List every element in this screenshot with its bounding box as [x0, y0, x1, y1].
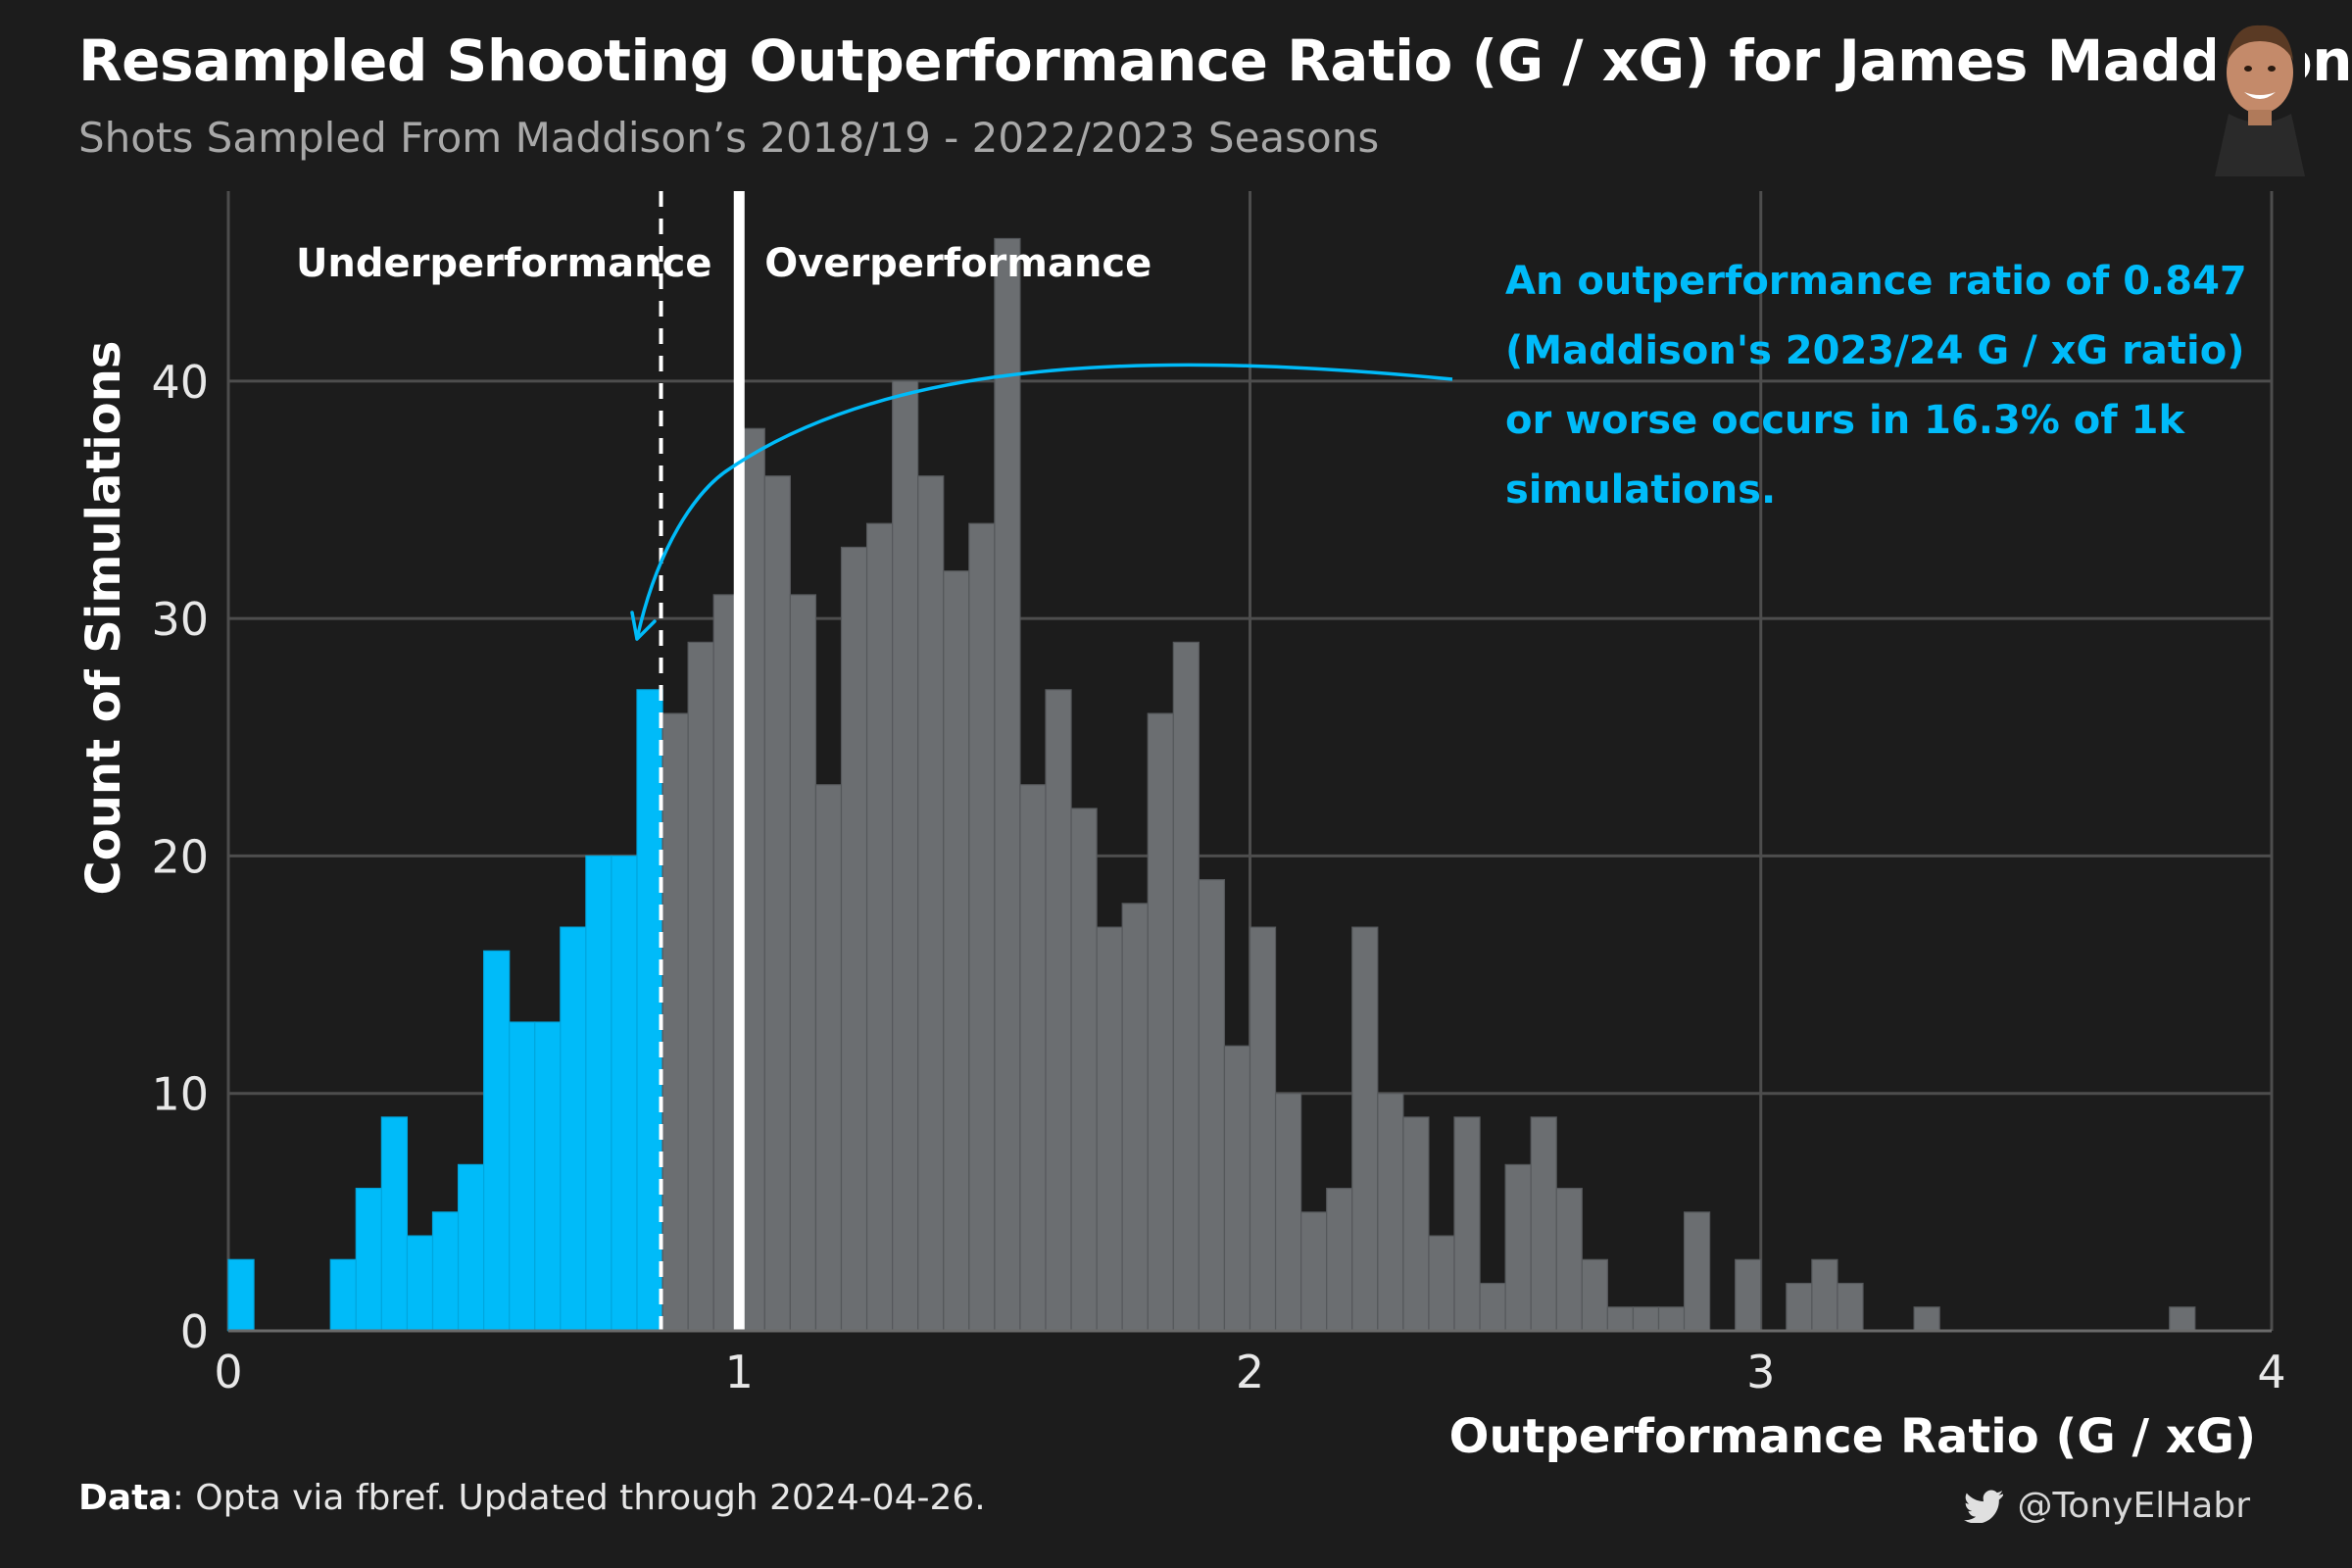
histogram-bar — [1683, 1211, 1711, 1332]
histogram-bar — [1121, 903, 1149, 1332]
histogram-bar — [380, 1116, 409, 1332]
histogram-bar — [763, 475, 791, 1332]
histogram-bar — [560, 926, 587, 1332]
handle-text: @TonyElHabr — [2017, 1486, 2250, 1526]
histogram-bar — [1019, 784, 1047, 1332]
y-tick-label: 20 — [151, 830, 209, 883]
histogram-bar — [1606, 1306, 1635, 1332]
histogram-bar — [1811, 1258, 1838, 1332]
histogram-bar — [355, 1188, 382, 1332]
histogram-bar — [662, 712, 689, 1332]
histogram-bar — [687, 641, 714, 1332]
histogram-bar — [534, 1021, 562, 1332]
histogram-bar — [968, 522, 996, 1332]
histogram-bar — [814, 784, 843, 1332]
x-tick-label: 1 — [725, 1346, 754, 1398]
histogram-bar — [1351, 926, 1379, 1332]
histogram-bar — [431, 1211, 460, 1332]
histogram-bar — [1913, 1306, 1940, 1332]
histogram-bar — [1172, 641, 1200, 1332]
caption-label: Data — [78, 1478, 172, 1518]
histogram-bar — [1837, 1282, 1864, 1332]
twitter-bird-icon — [1964, 1490, 2004, 1523]
histogram-bar — [1377, 1093, 1404, 1332]
histogram-bar — [1479, 1282, 1506, 1332]
x-tick-label: 4 — [2257, 1346, 2285, 1398]
chart-subtitle: Shots Sampled From Maddison’s 2018/19 - … — [78, 114, 1380, 162]
histogram-bar — [611, 855, 638, 1332]
x-axis-title: Outperformance Ratio (G / xG) — [1449, 1409, 2256, 1464]
author-handle[interactable]: @TonyElHabr — [1964, 1486, 2250, 1526]
histogram-bar — [1453, 1116, 1481, 1332]
histogram-bar — [483, 950, 511, 1332]
y-tick-label: 10 — [151, 1068, 209, 1121]
y-tick-label: 30 — [151, 593, 209, 646]
overperformance-label: Overperformance — [764, 241, 1152, 286]
histogram-bar — [1632, 1306, 1660, 1332]
histogram-bar — [1198, 879, 1226, 1332]
histogram-bar — [1530, 1116, 1557, 1332]
chart-title: Resampled Shooting Outperformance Ratio … — [78, 27, 2352, 94]
annotation-arrowhead — [630, 611, 657, 641]
y-tick-label: 40 — [151, 356, 209, 409]
histogram-bar — [789, 594, 817, 1332]
x-tick-label: 3 — [1746, 1346, 1775, 1398]
histogram-bar — [1070, 808, 1098, 1332]
histogram-bar — [406, 1235, 434, 1332]
annotation-text-line: simulations. — [1505, 467, 1776, 513]
caption-text: : Opta via fbref. Updated through 2024-0… — [172, 1478, 986, 1518]
histogram-bar — [1147, 712, 1174, 1332]
histogram-bar — [1326, 1188, 1353, 1332]
underperformance-label: Underperformance — [296, 241, 712, 286]
annotation-text-line: or worse occurs in 16.3% of 1k — [1505, 398, 2185, 443]
x-tick-label: 2 — [1236, 1346, 1264, 1398]
annotation-arrow — [635, 363, 1453, 640]
histogram-bar — [585, 855, 612, 1332]
histogram-bar — [227, 1258, 255, 1332]
histogram-bar — [1735, 1258, 1762, 1332]
histogram-bar — [1223, 1045, 1251, 1332]
histogram-bar — [1402, 1116, 1430, 1332]
histogram-bar — [1045, 689, 1072, 1332]
histogram-bar — [865, 522, 894, 1332]
histogram-bar — [1249, 926, 1277, 1332]
histogram-bar — [917, 475, 945, 1332]
histogram-bar — [840, 546, 868, 1332]
histogram-bar — [943, 570, 970, 1332]
histogram-bar — [1096, 926, 1123, 1332]
histogram-bar — [892, 380, 919, 1332]
y-axis-title: Count of Simulations — [76, 341, 131, 896]
annotation-text-line: (Maddison's 2023/24 G / xG ratio) — [1505, 328, 2245, 373]
histogram-bar — [1274, 1093, 1302, 1332]
player-headshot-image — [2215, 16, 2305, 176]
annotation-text-line: An outperformance ratio of 0.847 — [1505, 259, 2247, 304]
histogram-bar — [1657, 1306, 1686, 1332]
histogram-bar — [329, 1258, 357, 1332]
histogram-bar — [1555, 1188, 1583, 1332]
histogram-bar — [1428, 1235, 1455, 1332]
histogram-bar — [509, 1021, 536, 1332]
x-tick-label: 0 — [214, 1346, 242, 1398]
histogram-bar — [1581, 1258, 1608, 1332]
histogram-bar — [1786, 1282, 1813, 1332]
histogram-bar — [2169, 1306, 2196, 1332]
histogram-bar — [1300, 1211, 1328, 1332]
histogram-bar — [636, 689, 663, 1332]
histogram-bar — [994, 237, 1021, 1332]
y-tick-label: 0 — [180, 1305, 209, 1358]
histogram-bar — [457, 1163, 485, 1332]
histogram-bar — [1504, 1163, 1532, 1332]
data-source-caption: Data: Opta via fbref. Updated through 20… — [78, 1478, 986, 1518]
